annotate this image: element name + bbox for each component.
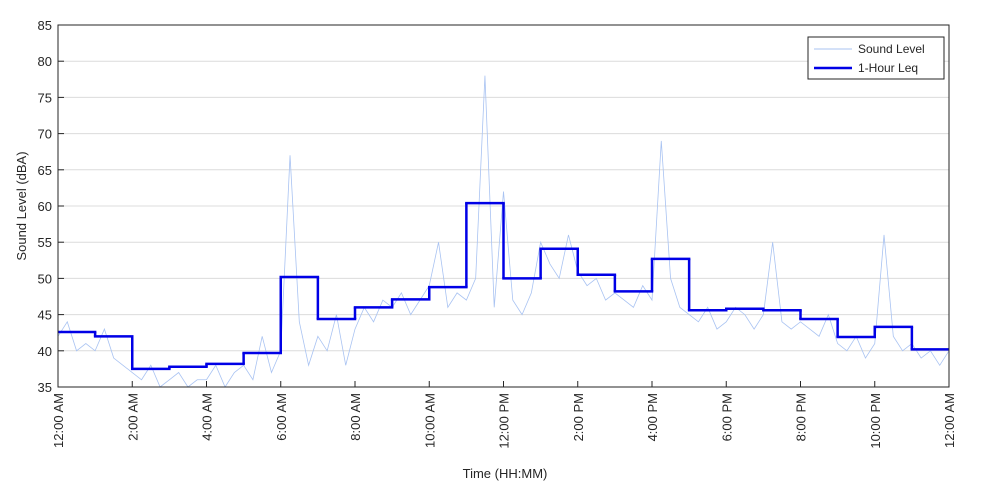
sound-level-line [58, 75, 949, 387]
legend: Sound Level 1-Hour Leq [807, 36, 945, 80]
x-tick-label: 6:00 PM [719, 393, 734, 441]
x-tick-label: 12:00 PM [497, 393, 512, 449]
x-tick-label: 12:00 AM [51, 393, 66, 448]
legend-label: 1-Hour Leq [858, 61, 918, 75]
y-tick-label: 80 [38, 54, 52, 69]
x-tick-label: 10:00 AM [422, 393, 437, 448]
x-tick-label: 2:00 AM [125, 393, 140, 441]
y-axis-label: Sound Level (dBA) [14, 151, 29, 260]
y-tick-label: 35 [38, 380, 52, 395]
y-tick-label: 40 [38, 344, 52, 359]
y-tick-label: 50 [38, 271, 52, 286]
x-tick-label: 8:00 AM [348, 393, 363, 441]
y-tick-label: 75 [38, 90, 52, 105]
y-tick-label: 65 [38, 163, 52, 178]
x-tick-label: 10:00 PM [868, 393, 883, 449]
x-tick-label: 4:00 AM [200, 393, 215, 441]
x-tick-label: 2:00 PM [571, 393, 586, 441]
y-tick-label: 45 [38, 308, 52, 323]
x-tick-label: 4:00 PM [645, 393, 660, 441]
marks [58, 75, 949, 387]
y-tick-label: 85 [38, 18, 52, 33]
axes: 35 40 45 50 55 60 65 70 75 80 85 12:00 AM 2:00 AM 4:0… [38, 18, 957, 449]
x-tick-label: 6:00 AM [274, 393, 289, 441]
legend-label: Sound Level [858, 42, 925, 56]
x-axis-label: Time (HH:MM) [463, 466, 548, 481]
y-tick-label: 60 [38, 199, 52, 214]
y-tick-label: 70 [38, 127, 52, 142]
y-tick-label: 55 [38, 235, 52, 250]
x-tick-label: 12:00 AM [942, 393, 957, 448]
legend-box [807, 36, 945, 80]
x-tick-label: 8:00 PM [794, 393, 809, 441]
